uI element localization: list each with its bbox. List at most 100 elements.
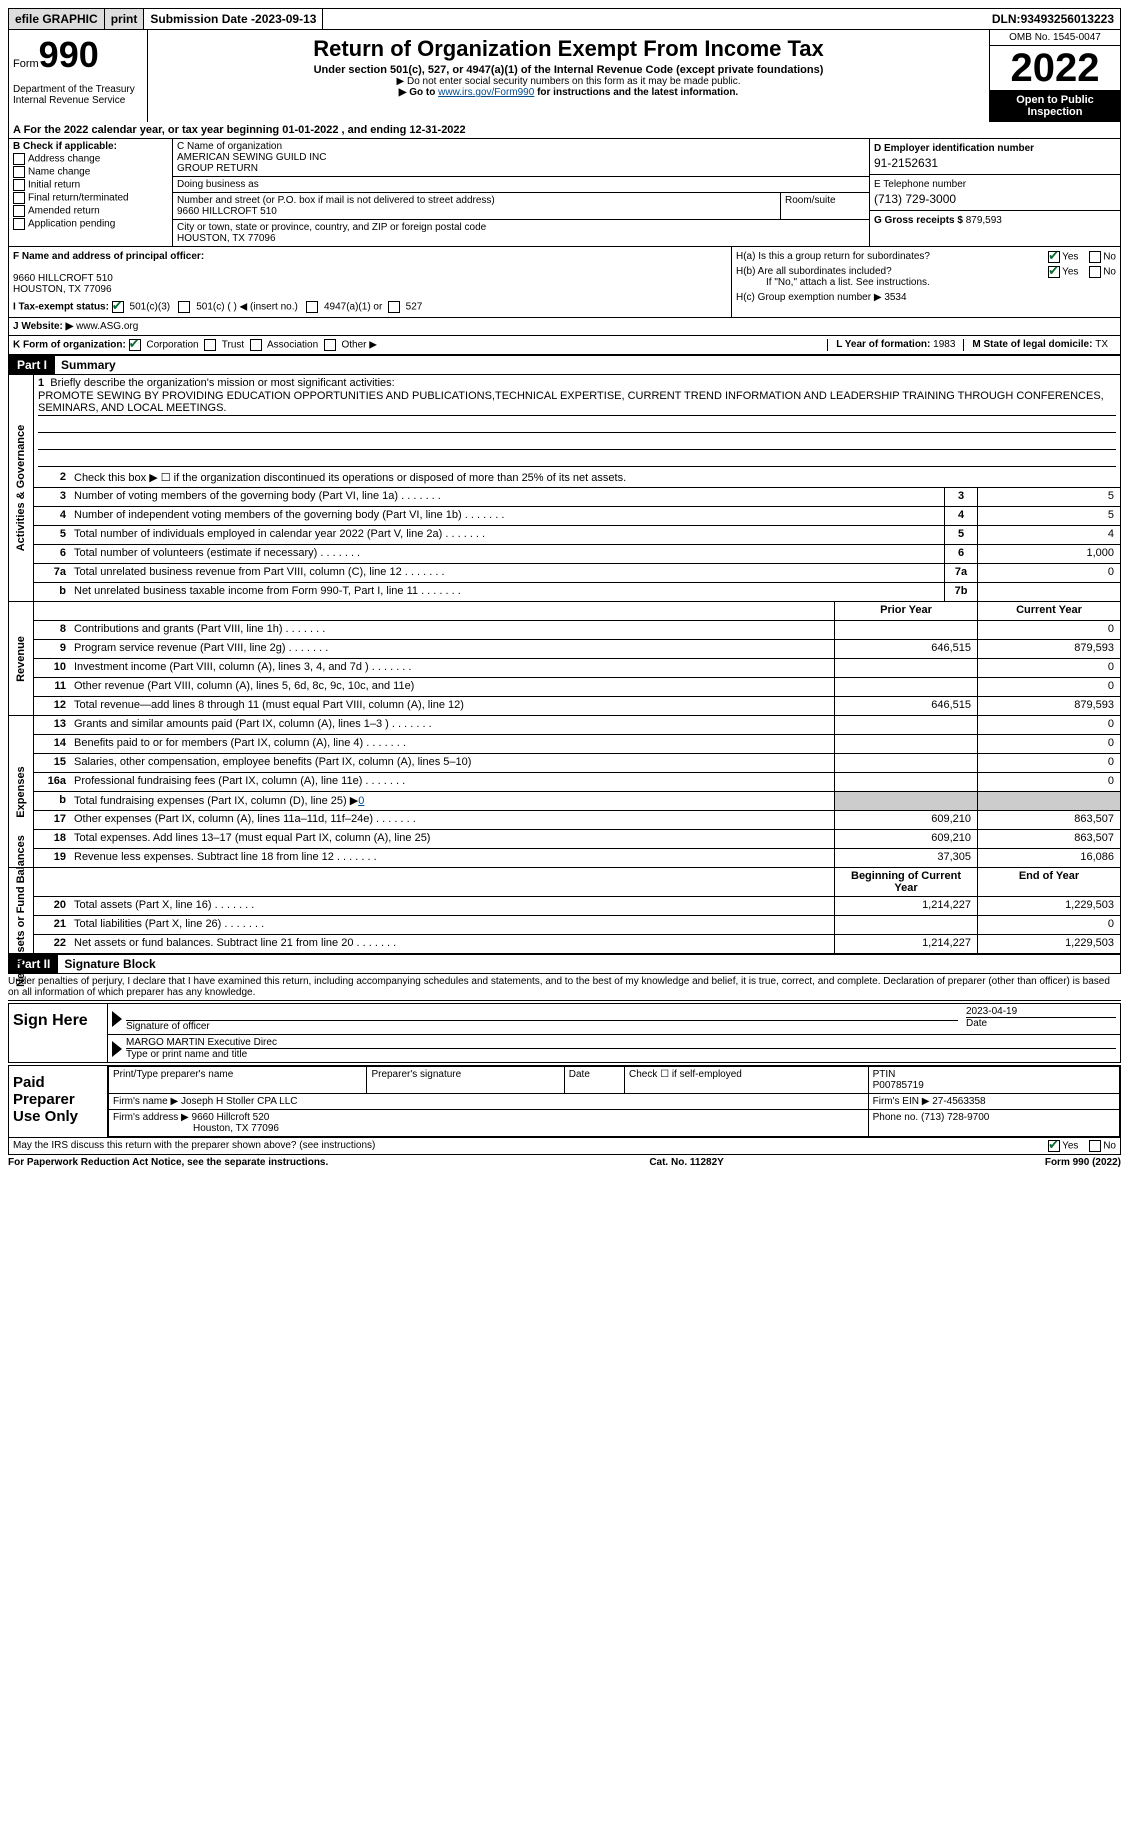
- penalty-text: Under penalties of perjury, I declare th…: [8, 974, 1121, 1001]
- org-name-2: GROUP RETURN: [177, 163, 258, 174]
- page-footer: For Paperwork Reduction Act Notice, see …: [8, 1155, 1121, 1170]
- col-h: H(a) Is this a group return for subordin…: [732, 247, 1120, 317]
- section-bcd: B Check if applicable: Address change Na…: [8, 139, 1121, 247]
- activities-section: Activities & Governance 1 Briefly descri…: [8, 375, 1121, 602]
- part1-title: Summary: [55, 356, 122, 374]
- subtitle-3: ▶ Go to www.irs.gov/Form990 for instruct…: [152, 87, 985, 98]
- cb-amended[interactable]: Amended return: [13, 205, 168, 217]
- cb-4947[interactable]: [306, 301, 318, 313]
- cb-initial[interactable]: Initial return: [13, 179, 168, 191]
- subtitle-1: Under section 501(c), 527, or 4947(a)(1)…: [152, 64, 985, 76]
- i-label: I Tax-exempt status:: [13, 302, 109, 313]
- prep-self-hdr: Check ☐ if self-employed: [624, 1067, 868, 1094]
- preparer-label: Paid Preparer Use Only: [9, 1066, 108, 1137]
- gross-label: G Gross receipts $: [874, 215, 966, 226]
- form-990: 990: [39, 34, 99, 75]
- discuss-no[interactable]: [1089, 1140, 1101, 1152]
- print-btn[interactable]: print: [105, 9, 145, 29]
- cb-final[interactable]: Final return/terminated: [13, 192, 168, 204]
- officer-addr1: 9660 HILLCROFT 510: [13, 273, 113, 284]
- irs-link[interactable]: www.irs.gov/Form990: [438, 87, 534, 98]
- year-formation: 1983: [933, 339, 955, 350]
- firm-addr-cell: Firm's address ▶ 9660 Hillcroft 520Houst…: [109, 1110, 869, 1137]
- goto-prefix: ▶ Go to: [399, 87, 438, 98]
- line-7a: 7aTotal unrelated business revenue from …: [34, 564, 1120, 583]
- sub-label: Submission Date -: [150, 12, 255, 26]
- tax-year: 2022: [990, 46, 1120, 90]
- arrow-icon: [112, 1011, 122, 1027]
- prep-sig-hdr: Preparer's signature: [367, 1067, 564, 1094]
- cb-address[interactable]: Address change: [13, 153, 168, 165]
- l-label: L Year of formation:: [836, 339, 933, 350]
- expenses-section: Expenses 13Grants and similar amounts pa…: [8, 716, 1121, 868]
- open-inspection: Open to Public Inspection: [990, 90, 1120, 122]
- row-l: L Year of formation: 1983: [827, 339, 963, 351]
- cb-other[interactable]: [324, 339, 336, 351]
- mission-label: Briefly describe the organization's miss…: [50, 377, 394, 389]
- part-2-header: Part II Signature Block: [8, 954, 1121, 974]
- firm-phone: (713) 728-9700: [921, 1112, 989, 1123]
- domicile: TX: [1095, 339, 1108, 350]
- tel-value: (713) 729-3000: [874, 192, 1116, 206]
- dln-label: DLN:: [992, 12, 1021, 26]
- col-c: C Name of organization AMERICAN SEWING G…: [173, 139, 869, 246]
- efile-btn[interactable]: efile GRAPHIC: [9, 9, 105, 29]
- cb-501c[interactable]: [178, 301, 190, 313]
- cb-pending[interactable]: Application pending: [13, 218, 168, 230]
- h-b: H(b) Are all subordinates included? Yes …: [736, 266, 1116, 277]
- dba-label: Doing business as: [177, 179, 259, 190]
- org-name-1: AMERICAN SEWING GUILD INC: [177, 152, 326, 163]
- row-j: J Website: ▶ www.ASG.org: [8, 318, 1121, 336]
- discuss-yes[interactable]: [1048, 1140, 1060, 1152]
- fundraising-link[interactable]: 0: [358, 795, 364, 807]
- hc-value: 3534: [884, 292, 906, 303]
- ha-yes[interactable]: [1048, 251, 1060, 263]
- line-15: 15Salaries, other compensation, employee…: [34, 754, 1120, 773]
- year-begin: 01-01-2022: [282, 124, 338, 136]
- cb-name[interactable]: Name change: [13, 166, 168, 178]
- hb-no[interactable]: [1089, 266, 1101, 278]
- officer-addr2: HOUSTON, TX 77096: [13, 284, 112, 295]
- header-mid: Return of Organization Exempt From Incom…: [147, 30, 990, 122]
- net-header: Beginning of Current YearEnd of Year: [34, 868, 1120, 897]
- hb-yes[interactable]: [1048, 266, 1060, 278]
- opt-501c: 501(c) ( ) ◀ (insert no.): [196, 302, 298, 313]
- header-left: Form990 Department of the Treasury Inter…: [9, 30, 147, 122]
- street-addr: 9660 HILLCROFT 510: [177, 206, 277, 217]
- line-13: 13Grants and similar amounts paid (Part …: [34, 716, 1120, 735]
- footer-left: For Paperwork Reduction Act Notice, see …: [8, 1157, 328, 1168]
- k-label: K Form of organization:: [13, 340, 126, 351]
- officer-name: MARGO MARTIN Executive Direc: [126, 1037, 1116, 1048]
- cb-trust[interactable]: [204, 339, 216, 351]
- firm-addr1: 9660 Hillcroft 520: [192, 1112, 270, 1123]
- h-a: H(a) Is this a group return for subordin…: [736, 251, 1116, 262]
- line-3: 3Number of voting members of the governi…: [34, 488, 1120, 507]
- addr-row: Number and street (or P.O. box if mail i…: [173, 193, 869, 220]
- line-2: 2Check this box ▶ ☐ if the organization …: [34, 469, 1120, 488]
- header-right: OMB No. 1545-0047 2022 Open to Public In…: [990, 30, 1120, 122]
- j-label: J Website: ▶: [13, 321, 76, 332]
- tel-cell: E Telephone number (713) 729-3000: [870, 175, 1120, 211]
- cb-501c3[interactable]: [112, 301, 124, 313]
- firm-phone-cell: Phone no. (713) 728-9700: [868, 1110, 1119, 1137]
- addr-label: Number and street (or P.O. box if mail i…: [177, 195, 495, 206]
- subtitle-2: ▶ Do not enter social security numbers o…: [152, 76, 985, 87]
- f-label: F Name and address of principal officer:: [13, 251, 204, 262]
- cb-assoc[interactable]: [250, 339, 262, 351]
- col-b-title: B Check if applicable:: [13, 141, 117, 152]
- dept-treasury: Department of the Treasury Internal Reve…: [13, 84, 143, 106]
- opt-4947: 4947(a)(1) or: [324, 302, 382, 313]
- cb-corp[interactable]: [129, 339, 141, 351]
- submission-date: Submission Date - 2023-09-13: [144, 9, 323, 29]
- name-label: C Name of organization: [177, 141, 282, 152]
- cb-527[interactable]: [388, 301, 400, 313]
- h-c: H(c) Group exemption number ▶ 3534: [736, 292, 1116, 303]
- opt-527: 527: [406, 302, 423, 313]
- prep-date-hdr: Date: [564, 1067, 624, 1094]
- opt-501c3: 501(c)(3): [130, 302, 171, 313]
- ein-label: D Employer identification number: [874, 143, 1034, 154]
- line-17: 17Other expenses (Part IX, column (A), l…: [34, 811, 1120, 830]
- ha-no[interactable]: [1089, 251, 1101, 263]
- line-14: 14Benefits paid to or for members (Part …: [34, 735, 1120, 754]
- row-klm: K Form of organization: Corporation Trus…: [8, 336, 1121, 355]
